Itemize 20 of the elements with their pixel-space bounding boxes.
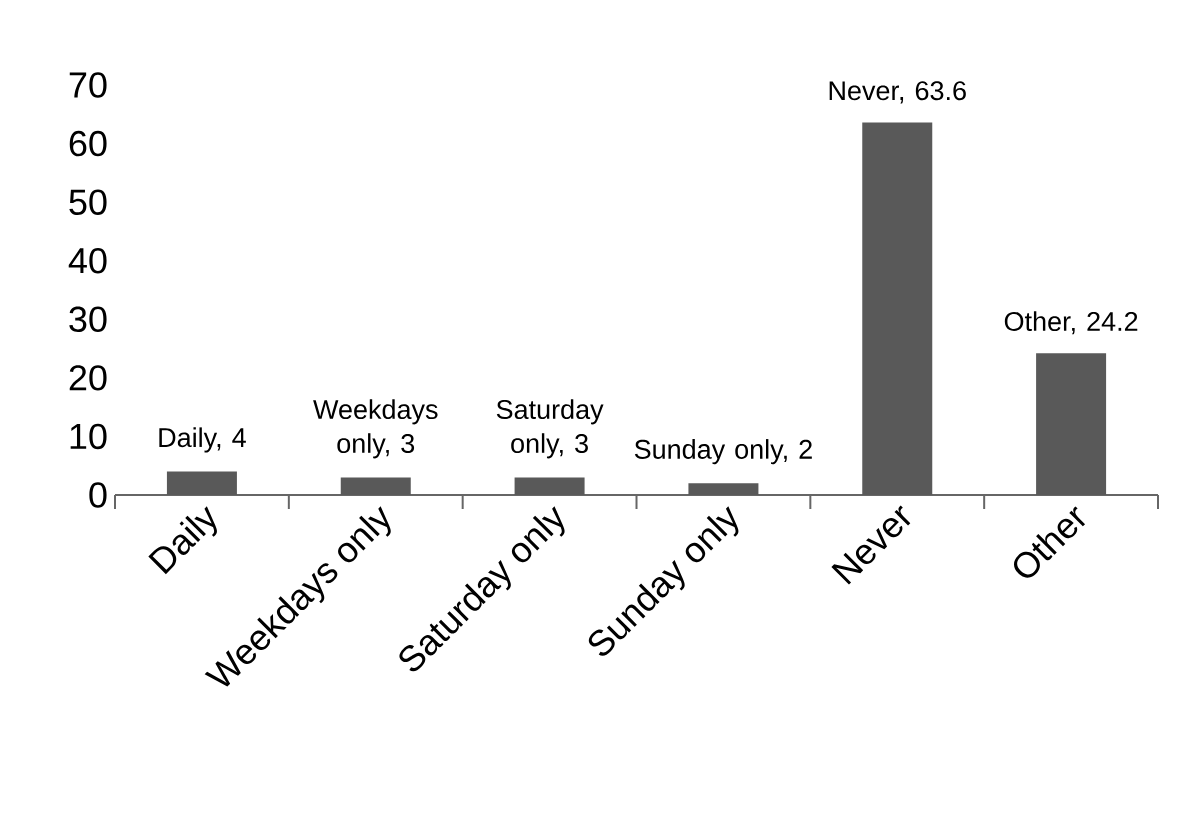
bar [1036,353,1107,495]
y-tick-label: 40 [68,247,107,274]
bar [166,471,237,495]
y-tick-label: 50 [69,189,107,215]
bar [340,477,411,495]
y-tick-label: 20 [69,365,107,391]
data-label: Never, 63.6 [829,81,966,104]
bar [514,477,585,495]
bar [862,122,933,495]
data-label: Saturday only, 3 [496,399,604,459]
y-tick-label: 60 [69,130,107,157]
data-label: Other, 24.2 [1004,311,1138,335]
data-label: Weekdays only, 3 [313,399,438,459]
y-tick-label: 30 [69,306,107,333]
data-label: Daily, 4 [159,427,246,453]
y-tick-label: 0 [89,482,107,508]
y-tick-label: 70 [69,72,107,98]
bar [688,483,759,495]
y-tick-label: 10 [70,423,107,450]
data-label: Sunday only, 2 [634,439,812,465]
